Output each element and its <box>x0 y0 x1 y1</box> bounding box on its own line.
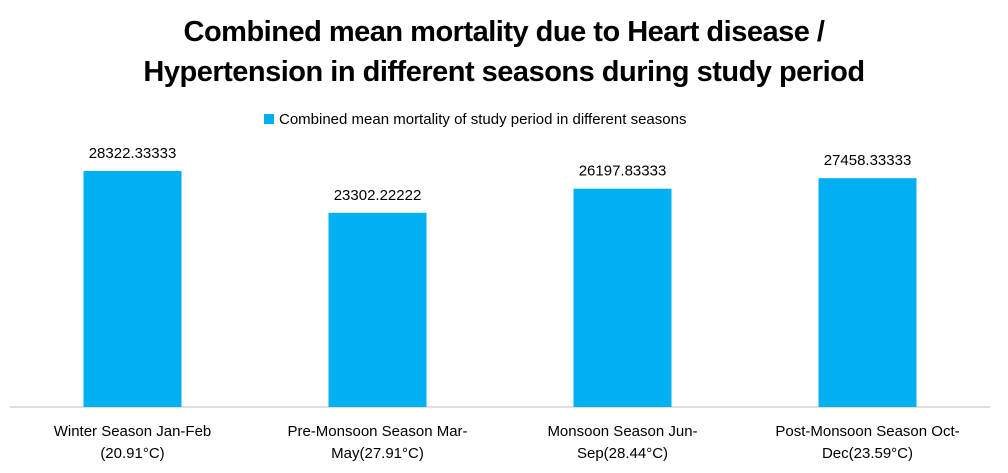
legend-swatch <box>264 114 274 124</box>
x-tick-label: Winter Season Jan-Feb (20.91°C) <box>53 423 212 462</box>
chart-title: Combined mean mortality due to Heart dis… <box>143 16 865 88</box>
legend-label: Combined mean mortality of study period … <box>279 111 686 128</box>
bar <box>83 170 182 407</box>
value-label: 28322.33333 <box>89 145 177 162</box>
value-label: 23302.22222 <box>334 187 422 204</box>
bar <box>328 212 427 407</box>
bar <box>573 188 672 407</box>
value-label: 26197.83333 <box>579 163 667 180</box>
value-label: 27458.33333 <box>824 152 912 169</box>
x-tick-label: Monsoon Season Jun- Sep(28.44°C) <box>547 423 698 462</box>
x-tick-label: Post-Monsoon Season Oct- Dec(23.59°C) <box>775 423 960 462</box>
bar <box>818 178 917 407</box>
x-tick-label: Pre-Monsoon Season Mar- May(27.91°C) <box>287 423 468 462</box>
